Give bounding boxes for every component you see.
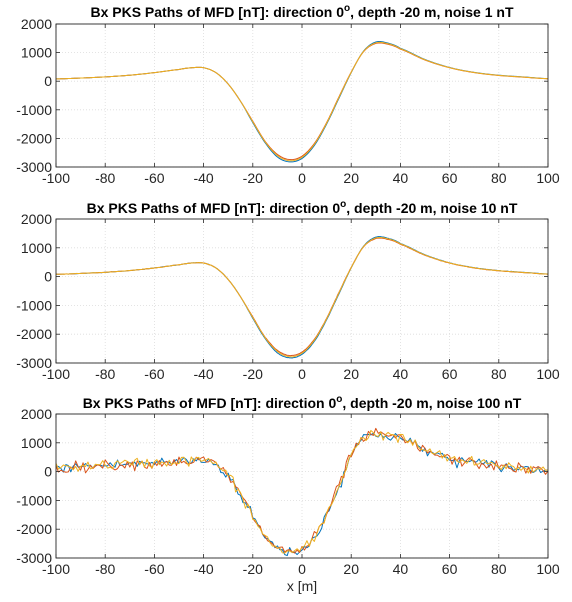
plot-area <box>56 24 548 167</box>
x-tick-label: -80 <box>95 366 115 382</box>
x-tick-label: -60 <box>144 561 164 577</box>
x-tick-label: -100 <box>42 366 70 382</box>
x-tick-label: -60 <box>144 170 164 186</box>
x-tick-label: -20 <box>243 366 263 382</box>
x-tick-label: 0 <box>298 561 306 577</box>
x-tick-label: -100 <box>42 561 70 577</box>
x-tick-label: 40 <box>393 366 409 382</box>
y-tick-label: -2000 <box>16 521 52 537</box>
series-line-3 <box>55 41 549 162</box>
x-tick-label: 60 <box>442 170 458 186</box>
chart-panel-3: -100 -80 -60 -40 -20 0 20 40 60 80 100 -3000 -2000 -1… <box>16 394 560 594</box>
chart-panel-2: -100 -80 -60 -40 -20 0 20 40 60 80 100 -3000 -2000 -1… <box>16 199 560 382</box>
x-tick-label: 0 <box>298 366 306 382</box>
x-tick-label: -20 <box>243 170 263 186</box>
y-tick-label: -2000 <box>16 326 52 342</box>
y-tick-label: -3000 <box>16 355 52 371</box>
y-tick-label: 2000 <box>21 406 52 422</box>
y-tick-label: -3000 <box>16 159 52 175</box>
chart-title: Bx PKS Paths of MFD [nT]: direction 0o, … <box>87 199 518 216</box>
x-tick-label: -80 <box>95 561 115 577</box>
x-tick-label: -80 <box>95 170 115 186</box>
x-tick-label: 20 <box>343 366 359 382</box>
x-tick-label: 40 <box>393 170 409 186</box>
x-tick-label: -100 <box>42 170 70 186</box>
y-tick-label: -1000 <box>16 492 52 508</box>
x-tick-label: 20 <box>343 561 359 577</box>
x-tick-label: 100 <box>536 170 560 186</box>
series-line-2 <box>55 427 549 554</box>
chart-title: Bx PKS Paths of MFD [nT]: direction 0o, … <box>90 3 513 20</box>
x-tick-label: 100 <box>536 561 560 577</box>
y-tick-label: 0 <box>44 464 52 480</box>
x-tick-label: 20 <box>343 170 359 186</box>
y-tick-label: 1000 <box>21 435 52 451</box>
x-tick-label: 80 <box>491 561 507 577</box>
series-line-3 <box>55 236 549 358</box>
x-tick-label: -40 <box>193 170 213 186</box>
y-tick-label: 2000 <box>21 211 52 227</box>
x-tick-label: 0 <box>298 170 306 186</box>
y-tick-label: -1000 <box>16 102 52 118</box>
x-tick-label: -40 <box>193 366 213 382</box>
y-tick-label: 1000 <box>21 240 52 256</box>
x-tick-label: 80 <box>491 170 507 186</box>
y-tick-label: -3000 <box>16 550 52 566</box>
y-tick-label: 0 <box>44 73 52 89</box>
x-tick-label: -40 <box>193 561 213 577</box>
y-tick-label: -1000 <box>16 297 52 313</box>
x-tick-label: -60 <box>144 366 164 382</box>
x-tick-label: 60 <box>442 366 458 382</box>
x-tick-label: 60 <box>442 561 458 577</box>
x-tick-label: 40 <box>393 561 409 577</box>
x-tick-label: 100 <box>536 366 560 382</box>
y-tick-label: 1000 <box>21 45 52 61</box>
y-tick-label: 2000 <box>21 16 52 32</box>
x-tick-label: -20 <box>243 561 263 577</box>
chart-panel-1: -100 -80 -60 -40 -20 0 20 40 60 80 100 -3000 -2000 -1… <box>16 3 560 186</box>
y-tick-label: 0 <box>44 269 52 285</box>
series-line-3 <box>55 429 549 554</box>
chart-title: Bx PKS Paths of MFD [nT]: direction 0o, … <box>83 394 522 411</box>
x-axis-label: x [m] <box>287 578 317 594</box>
y-tick-label: -2000 <box>16 130 52 146</box>
x-tick-label: 80 <box>491 366 507 382</box>
